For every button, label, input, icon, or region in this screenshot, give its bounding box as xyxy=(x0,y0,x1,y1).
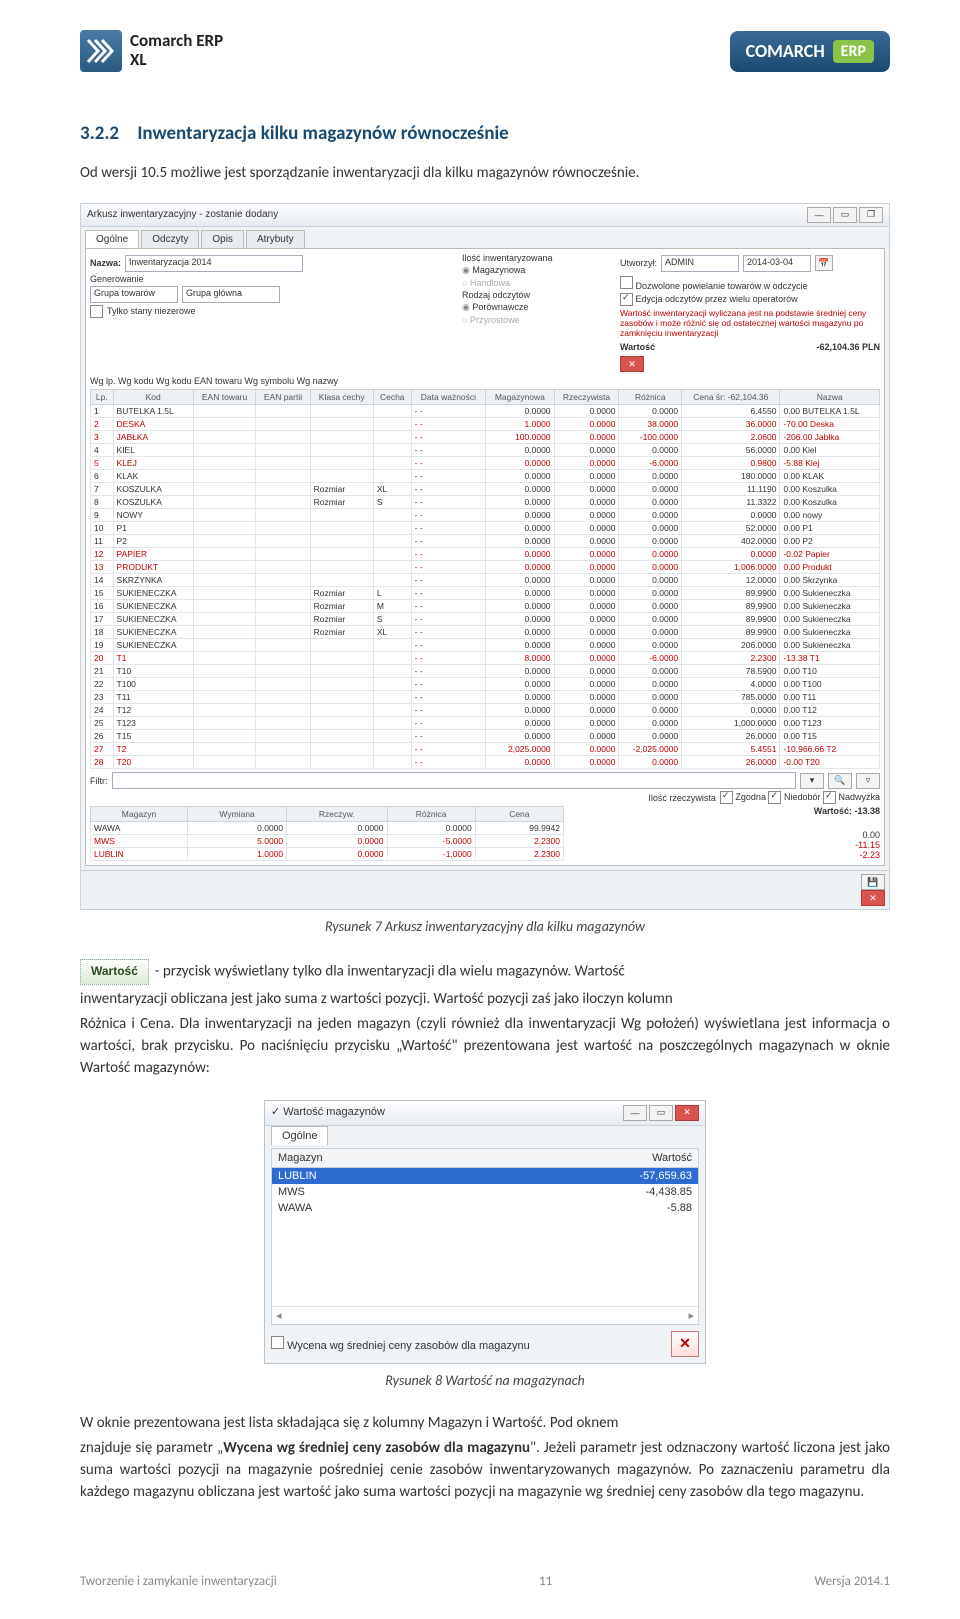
fig2-tab[interactable]: Ogólne xyxy=(271,1126,328,1145)
fig1-window-title: Arkusz inwentaryzacyjny - zostanie dodan… xyxy=(87,209,278,220)
fig1-tab-opis[interactable]: Opis xyxy=(201,230,244,248)
paragraph-2c: Różnica i Cena. Dla inwentaryzacji na je… xyxy=(80,1014,890,1079)
footer-right: Wersja 2014.1 xyxy=(815,1574,890,1589)
panel-close-icon[interactable]: ✕ xyxy=(620,356,644,372)
col-9[interactable]: Różnica xyxy=(619,390,682,405)
footer-center: 11 xyxy=(539,1574,552,1589)
fig2-checkbox-label: Wycena wg średniej ceny zasobów dla maga… xyxy=(287,1340,530,1352)
fig2-col-magazyn[interactable]: Magazyn xyxy=(272,1149,471,1168)
fig2-col-wartosc[interactable]: Wartość xyxy=(471,1149,698,1168)
data-val: 2014-03-04 xyxy=(743,255,811,272)
col-11[interactable]: Nazwa xyxy=(780,390,880,405)
sub-grid[interactable]: MagazynWymianaRzeczyw.RóżnicaCena WAWA0.… xyxy=(90,806,564,861)
porownawcze-radio[interactable]: Porównawcze xyxy=(472,302,528,312)
minimize-icon[interactable]: — xyxy=(807,207,831,223)
page-header: Comarch ERP XL COMARCH ERP xyxy=(80,30,890,72)
fig1-tab-odczyty[interactable]: Odczyty xyxy=(141,230,199,248)
fig1-tabs: OgólneOdczytyOpisAtrybuty xyxy=(81,227,889,248)
col-2[interactable]: EAN towaru xyxy=(193,390,256,405)
figure-2: ✓ Wartość magazynów — ▭ ✕ Ogólne Magazyn… xyxy=(264,1100,706,1364)
col-3[interactable]: EAN partii xyxy=(256,390,310,405)
wartosc-val: -62,104.36 PLN xyxy=(816,342,880,352)
col-6[interactable]: Data ważności xyxy=(411,390,486,405)
filtr-label: Filtr: xyxy=(90,776,108,786)
ilosc-inw-label: Ilość inwentaryzowana xyxy=(462,253,612,263)
paragraph-2: Wartość- przycisk wyświetlany tylko dla … xyxy=(80,959,890,984)
tylko-stany-checkbox[interactable] xyxy=(90,305,103,318)
col-4[interactable]: Klasa cechy xyxy=(310,390,373,405)
handlowa-radio[interactable]: Handlowa xyxy=(470,278,510,288)
section-text: Inwentaryzacja kilku magazynów równocześ… xyxy=(137,122,508,145)
calendar-icon[interactable]: 📅 xyxy=(815,255,833,271)
section-title: 3.2.2 Inwentaryzacja kilku magazynów rów… xyxy=(80,122,890,145)
badge-text: COMARCH xyxy=(746,40,825,62)
figure-1: Arkusz inwentaryzacyjny - zostanie dodan… xyxy=(80,203,890,911)
badge-erp: ERP xyxy=(833,40,874,63)
nazwa-input[interactable]: Inwentaryzacja 2014 xyxy=(125,255,303,272)
fig1-tab-atrybuty[interactable]: Atrybuty xyxy=(246,230,305,248)
filter-clear-icon[interactable]: 🔍 xyxy=(828,773,852,789)
magazynowa-radio[interactable]: Magazynowa xyxy=(472,265,525,275)
col-0[interactable]: Lp. xyxy=(91,390,114,405)
fig2-table[interactable]: Magazyn Wartość LUBLIN-57,659.63MWS-4,43… xyxy=(272,1149,698,1216)
paragraph-2b: inwentaryzacji obliczana jest jako suma … xyxy=(80,989,890,1011)
grupa-val[interactable]: Grupa główna xyxy=(182,286,280,303)
page-footer: Tworzenie i zamykanie inwentaryzacji 11 … xyxy=(80,1574,890,1589)
utworzyl-val: ADMIN xyxy=(661,255,739,272)
nazwa-label: Nazwa: xyxy=(90,258,121,268)
caption-1: Rysunek 7 Arkusz inwentaryzacyjny dla ki… xyxy=(80,918,890,935)
wartosc-label[interactable]: Wartość xyxy=(620,342,655,352)
przyrostowe-radio[interactable]: Przyrostowe xyxy=(470,315,520,325)
footer-left: Tworzenie i zamykanie inwentaryzacji xyxy=(80,1574,277,1589)
save-icon[interactable]: 💾 xyxy=(861,874,885,890)
paragraph-3: W oknie prezentowana jest lista składają… xyxy=(80,1413,890,1435)
wartosc-button[interactable]: Wartość xyxy=(80,959,149,984)
warn-note: Wartość inwentaryzacji wyliczana jest na… xyxy=(620,308,880,339)
logo-left: Comarch ERP XL xyxy=(80,30,223,72)
utworzyl-label: Utworzył: xyxy=(620,258,657,268)
section-num: 3.2.2 xyxy=(80,122,119,145)
col-5[interactable]: Cecha xyxy=(373,390,411,405)
col-10[interactable]: Cena śr: -62,104.36 xyxy=(682,390,780,405)
fig2-x-button[interactable]: ✕ xyxy=(671,1331,699,1357)
fig2-close-icon[interactable]: ✕ xyxy=(675,1105,699,1121)
col-8[interactable]: Rzeczywista xyxy=(554,390,619,405)
fig2-min-icon[interactable]: — xyxy=(623,1105,647,1121)
fig2-checkbox[interactable] xyxy=(271,1336,284,1349)
maximize-icon[interactable]: ▭ xyxy=(833,207,857,223)
rodzaj-label: Rodzaj odczytów xyxy=(462,290,612,300)
filter-funnel-icon[interactable]: ▿ xyxy=(856,773,880,789)
brand-sub: XL xyxy=(130,51,223,70)
close-icon[interactable]: ✕ xyxy=(861,890,885,906)
restore-icon[interactable]: ❐ xyxy=(859,207,883,223)
tylko-stany-label: Tylko stany niezerowe xyxy=(107,306,196,316)
generowanie-label: Generowanie xyxy=(90,274,144,284)
fig2-title: Wartość magazynów xyxy=(283,1106,385,1118)
sub-wartosc: Wartość: -13.38 xyxy=(814,806,880,816)
grupa-btn[interactable]: Grupa towarów xyxy=(90,286,178,303)
badge-right: COMARCH ERP xyxy=(730,31,890,72)
ilosc-rzecz-label: Ilość rzeczywista xyxy=(648,793,716,803)
paragraph-4: znajduje się parametr „Wycena wg średnie… xyxy=(80,1438,890,1503)
scroll-left-icon[interactable]: ◂ xyxy=(276,1309,282,1322)
logo-arrows-icon xyxy=(80,30,122,72)
fig1-tab-ogólne[interactable]: Ogólne xyxy=(85,230,139,248)
filter-tool-icon[interactable]: ▾ xyxy=(800,773,824,789)
filtr-input[interactable] xyxy=(112,772,797,789)
caption-2: Rysunek 8 Wartość na magazynach xyxy=(80,1372,890,1389)
col-1[interactable]: Kod xyxy=(113,390,193,405)
wg-row[interactable]: Wg lp. Wg kodu Wg kodu EAN towaru Wg sym… xyxy=(90,376,880,386)
paragraph-1: Od wersji 10.5 możliwe jest sporządzanie… xyxy=(80,163,890,185)
fig2-max-icon[interactable]: ▭ xyxy=(649,1105,673,1121)
chk2[interactable] xyxy=(620,293,633,306)
col-7[interactable]: Magazynowa xyxy=(486,390,554,405)
main-grid[interactable]: Lp.KodEAN towaruEAN partiiKlasa cechyCec… xyxy=(90,389,880,769)
chk1[interactable] xyxy=(620,276,633,289)
scroll-right-icon[interactable]: ▸ xyxy=(688,1309,694,1322)
